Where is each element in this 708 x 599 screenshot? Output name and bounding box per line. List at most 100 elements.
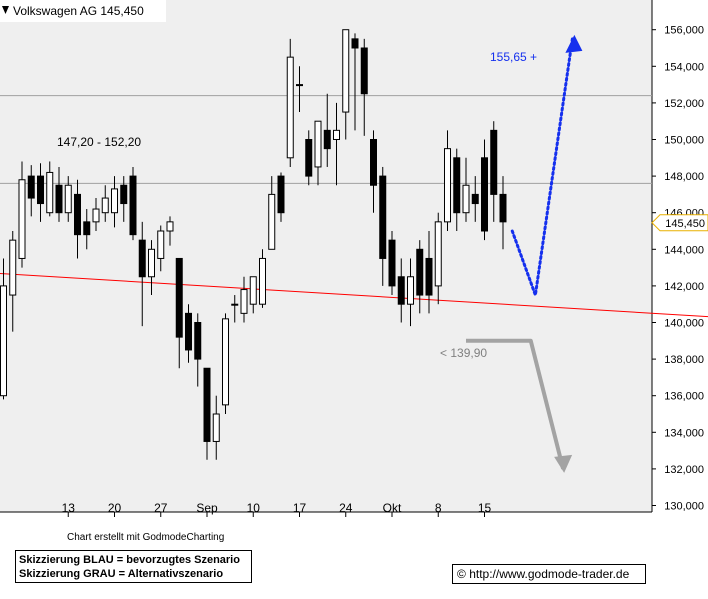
candle-up	[18, 179, 26, 259]
candle-down	[351, 38, 359, 49]
candle-up	[342, 29, 350, 113]
preferred-scenario-arrowhead	[565, 34, 583, 53]
candle-up	[434, 221, 442, 287]
source-url[interactable]: http://www.godmode-trader.de	[469, 567, 630, 581]
x-tick-label: Sep	[196, 501, 218, 515]
y-tick-label: 148,000	[664, 171, 704, 183]
candle-up	[212, 413, 220, 442]
x-tick-label: 27	[154, 501, 168, 515]
x-tick-label: 24	[339, 501, 353, 515]
preferred-target-label: 155,65 +	[490, 50, 537, 64]
legend-line-gray: Skizzierung GRAU = Alternativszenario	[19, 568, 224, 580]
candle-up	[9, 239, 17, 296]
y-tick-label: 136,000	[664, 391, 704, 403]
candle-down	[175, 257, 183, 338]
x-tick-label: 15	[478, 501, 492, 515]
candle-down	[83, 221, 91, 236]
zone-label: 147,20 - 152,20	[57, 135, 141, 149]
candle-down	[277, 175, 285, 214]
source-link[interactable]: © http://www.godmode-trader.de	[452, 564, 646, 584]
y-tick-label: 138,000	[664, 354, 704, 366]
candle-up	[0, 285, 7, 397]
y-tick-label: 130,000	[664, 501, 704, 513]
candle-down	[305, 139, 313, 177]
x-tick-label: 10	[247, 501, 261, 515]
x-tick-label: Okt	[383, 501, 402, 515]
candle-down	[471, 193, 479, 205]
y-tick-label: 134,000	[664, 427, 704, 439]
candle-up	[462, 184, 470, 214]
support-trendline	[0, 272, 708, 318]
candle-up	[259, 257, 266, 305]
candle-up	[101, 197, 109, 214]
candle-up	[92, 208, 100, 223]
candle-down	[138, 239, 146, 278]
y-axis-panel	[652, 0, 708, 512]
candle-down	[129, 175, 137, 236]
candle-down	[379, 175, 387, 259]
candle-down	[203, 367, 211, 442]
y-tick-label: 150,000	[664, 135, 704, 147]
candle-down	[323, 129, 331, 150]
title-box	[0, 0, 166, 22]
legend-line-blue: Skizzierung BLAU = bevorzugtes Szenario	[19, 554, 240, 566]
y-tick-label: 140,000	[664, 318, 704, 330]
y-tick-label: 132,000	[664, 464, 704, 476]
candle-down	[194, 322, 202, 360]
candle-down	[453, 157, 461, 214]
candle-down	[370, 139, 377, 186]
candle-down	[416, 248, 424, 296]
y-tick-label: 156,000	[664, 25, 704, 37]
candle-down	[120, 184, 128, 205]
alternative-target-label: < 139,90	[440, 346, 487, 360]
candle-down	[185, 312, 192, 351]
current-price-tag	[651, 214, 708, 232]
candle-up	[314, 120, 322, 168]
candle-up	[407, 276, 414, 305]
candle-down	[481, 157, 488, 232]
y-tick-label: 142,000	[664, 281, 704, 293]
candle-up	[333, 129, 340, 141]
preferred-scenario-path	[510, 37, 574, 296]
candle-up	[286, 56, 294, 159]
plot-area	[0, 0, 652, 512]
candle-up	[249, 276, 257, 305]
copyright-icon: ©	[457, 567, 466, 581]
scenario-legend: Skizzierung BLAU = bevorzugtes Szenario …	[15, 550, 252, 583]
y-tick-label: 154,000	[664, 61, 704, 73]
alternative-scenario-path	[466, 338, 566, 470]
candle-up	[166, 221, 174, 232]
x-tick-label: 8	[435, 501, 442, 515]
chart-credit: Chart erstellt mit GodmodeCharting	[67, 532, 224, 543]
candle-down	[74, 193, 81, 236]
candle-down	[425, 257, 433, 296]
title-triangle-icon	[2, 6, 9, 14]
candle-up	[444, 148, 451, 223]
candle-up	[268, 193, 276, 250]
candle-down	[388, 239, 396, 287]
candle-up	[64, 184, 72, 214]
y-tick-label: 144,000	[664, 244, 704, 256]
candle-up	[240, 289, 248, 314]
candle-down	[397, 276, 405, 305]
alternative-scenario-arrowhead	[554, 454, 573, 473]
chart-title: Volkswagen AG 145,450	[13, 4, 144, 18]
candle-up	[231, 303, 239, 306]
candle-down	[55, 184, 63, 214]
candle-down	[490, 129, 498, 195]
candle-down	[37, 175, 44, 205]
candle-up	[222, 318, 229, 406]
candle-up	[296, 84, 303, 87]
current-price-label: 145,450	[665, 218, 705, 230]
candle-down	[499, 193, 507, 223]
candle-up	[148, 248, 155, 278]
x-tick-label: 17	[293, 501, 307, 515]
candle-up	[46, 171, 54, 214]
candle-up	[111, 188, 118, 214]
x-tick-label: 13	[62, 501, 76, 515]
candle-up	[157, 230, 165, 259]
candle-down	[360, 47, 368, 95]
candle-down	[27, 175, 35, 199]
x-tick-label: 20	[108, 501, 122, 515]
